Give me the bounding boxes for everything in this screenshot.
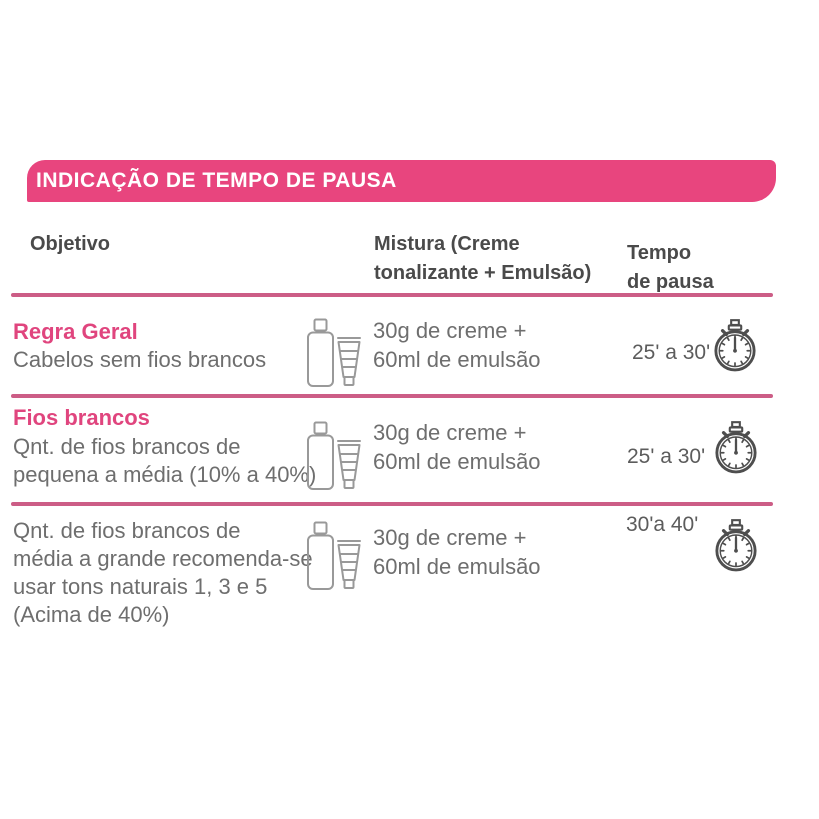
mixture-text: 30g de creme + 60ml de emulsão [373, 525, 541, 579]
row-title: Fios brancos [13, 405, 150, 430]
divider [11, 502, 773, 506]
divider [11, 394, 773, 398]
header-banner: INDICAÇÃO DE TEMPO DE PAUSA [27, 160, 776, 202]
column-header-objetivo: Objetivo [30, 233, 111, 255]
row-title: Regra Geral [13, 319, 138, 344]
pause-time: 25' a 30' [632, 341, 711, 364]
column-header-mistura: Mistura (Creme tonalizante + Emulsão) [374, 233, 592, 284]
column-header-tempo: Tempo de pausa [627, 242, 714, 293]
bottle-icon tube-icon [304, 521, 362, 591]
row-description: Cabelos sem fios brancos [13, 347, 267, 372]
stopwatch-icon [714, 519, 758, 573]
row-description: Qnt. de fios brancos de média a grande r… [13, 518, 313, 627]
row-description: Qnt. de fios brancos de pequena a média … [13, 434, 317, 487]
stopwatch-icon [713, 319, 757, 373]
stopwatch-icon [714, 421, 758, 475]
mixture-text: 30g de creme + 60ml de emulsão [373, 318, 541, 372]
pause-time: 25' a 30' [627, 445, 706, 468]
page-title: INDICAÇÃO DE TEMPO DE PAUSA [36, 169, 397, 192]
bottle-icon tube-icon [304, 318, 362, 388]
mixture-text: 30g de creme + 60ml de emulsão [373, 420, 541, 474]
divider [11, 293, 773, 297]
pause-time: 30'a 40' [626, 513, 699, 536]
bottle-icon tube-icon [304, 421, 362, 491]
